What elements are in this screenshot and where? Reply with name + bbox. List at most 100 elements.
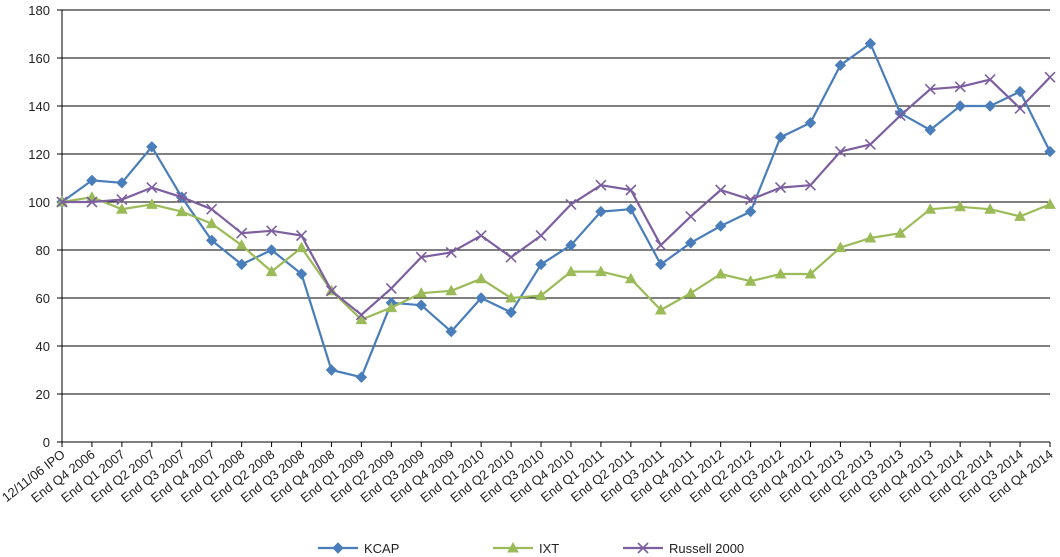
axes bbox=[57, 9, 1051, 447]
data-point bbox=[236, 227, 248, 239]
data-point bbox=[804, 179, 817, 191]
y-tick-label: 140 bbox=[28, 99, 50, 114]
data-point bbox=[954, 81, 966, 93]
data-point bbox=[146, 182, 158, 194]
y-tick-label: 180 bbox=[28, 3, 50, 18]
data-point bbox=[1014, 210, 1026, 221]
data-point bbox=[385, 301, 398, 313]
data-point bbox=[445, 325, 457, 338]
data-point bbox=[505, 291, 517, 303]
data-point bbox=[984, 74, 996, 86]
data-point bbox=[744, 205, 757, 218]
data-point bbox=[894, 110, 906, 122]
legend-item: IXT bbox=[493, 541, 559, 556]
data-point bbox=[116, 194, 128, 206]
y-tick-label: 80 bbox=[36, 243, 50, 258]
data-point bbox=[774, 131, 787, 143]
data-point bbox=[205, 217, 218, 229]
data-point bbox=[804, 117, 817, 129]
series-line bbox=[62, 76, 1051, 316]
y-tick-labels: 0 20 40 60 80 100 120 140 160 180 bbox=[28, 3, 50, 450]
data-point bbox=[924, 203, 937, 214]
data-point bbox=[864, 231, 877, 243]
data-point bbox=[1044, 71, 1056, 83]
data-point bbox=[654, 303, 667, 315]
y-tick-label: 120 bbox=[28, 147, 50, 162]
data-point bbox=[834, 146, 846, 158]
data-point bbox=[1014, 85, 1026, 98]
data-point bbox=[415, 299, 427, 311]
data-point bbox=[655, 258, 667, 271]
data-point bbox=[685, 210, 697, 222]
data-point bbox=[355, 313, 368, 325]
data-point bbox=[385, 282, 397, 294]
data-point bbox=[535, 289, 547, 301]
data-point bbox=[864, 138, 876, 150]
data-point bbox=[984, 203, 996, 214]
legend-item: KCAP bbox=[318, 541, 399, 556]
data-point bbox=[565, 239, 577, 251]
data-point bbox=[864, 37, 877, 50]
data-point bbox=[507, 541, 519, 553]
data-point bbox=[116, 203, 128, 214]
data-point bbox=[984, 100, 996, 112]
data-point bbox=[145, 198, 158, 209]
y-tick-label: 60 bbox=[36, 291, 50, 306]
series-line bbox=[61, 196, 1051, 321]
data-point bbox=[415, 287, 428, 298]
data-point bbox=[235, 239, 248, 250]
data-point bbox=[625, 184, 637, 196]
gridlines bbox=[62, 9, 1050, 395]
series-russell-2000 bbox=[56, 71, 1056, 321]
data-point bbox=[714, 220, 727, 232]
y-tick-label: 20 bbox=[36, 387, 50, 402]
data-point bbox=[637, 542, 649, 554]
data-point bbox=[684, 287, 697, 298]
data-point bbox=[445, 284, 458, 296]
data-point bbox=[146, 141, 158, 153]
y-tick-label: 0 bbox=[43, 435, 50, 450]
legend-label: KCAP bbox=[364, 541, 399, 556]
data-point bbox=[86, 196, 98, 208]
data-point bbox=[355, 371, 368, 383]
data-point bbox=[295, 268, 308, 280]
data-point bbox=[1044, 145, 1056, 158]
data-point bbox=[176, 191, 188, 203]
data-point bbox=[565, 265, 577, 277]
data-point bbox=[804, 267, 817, 279]
data-point bbox=[86, 174, 98, 187]
data-point bbox=[206, 203, 218, 215]
data-point bbox=[295, 241, 308, 253]
data-point bbox=[475, 272, 488, 284]
data-point bbox=[535, 258, 547, 271]
data-point bbox=[894, 227, 907, 238]
series-kcap bbox=[56, 37, 1056, 383]
data-point bbox=[745, 194, 757, 206]
data-point bbox=[715, 184, 727, 196]
data-point bbox=[265, 265, 278, 277]
data-point bbox=[774, 267, 787, 279]
legend: KCAP IXT Russell 2000 bbox=[318, 541, 744, 556]
data-point bbox=[834, 59, 847, 71]
y-tick-label: 40 bbox=[36, 339, 50, 354]
data-point bbox=[505, 306, 517, 319]
series-line bbox=[61, 42, 1051, 379]
data-point bbox=[266, 225, 278, 237]
data-point bbox=[56, 196, 68, 208]
data-point bbox=[1014, 102, 1026, 114]
data-point bbox=[235, 258, 248, 271]
data-point bbox=[475, 230, 487, 242]
series-ixt bbox=[56, 191, 1056, 325]
data-point bbox=[595, 205, 607, 218]
data-point bbox=[415, 251, 427, 263]
data-point bbox=[774, 182, 787, 194]
data-point bbox=[954, 200, 967, 212]
data-point bbox=[924, 83, 936, 95]
data-point bbox=[325, 364, 338, 376]
data-point bbox=[265, 244, 278, 256]
data-point bbox=[714, 267, 727, 279]
data-point bbox=[954, 100, 966, 112]
data-point bbox=[475, 292, 487, 304]
